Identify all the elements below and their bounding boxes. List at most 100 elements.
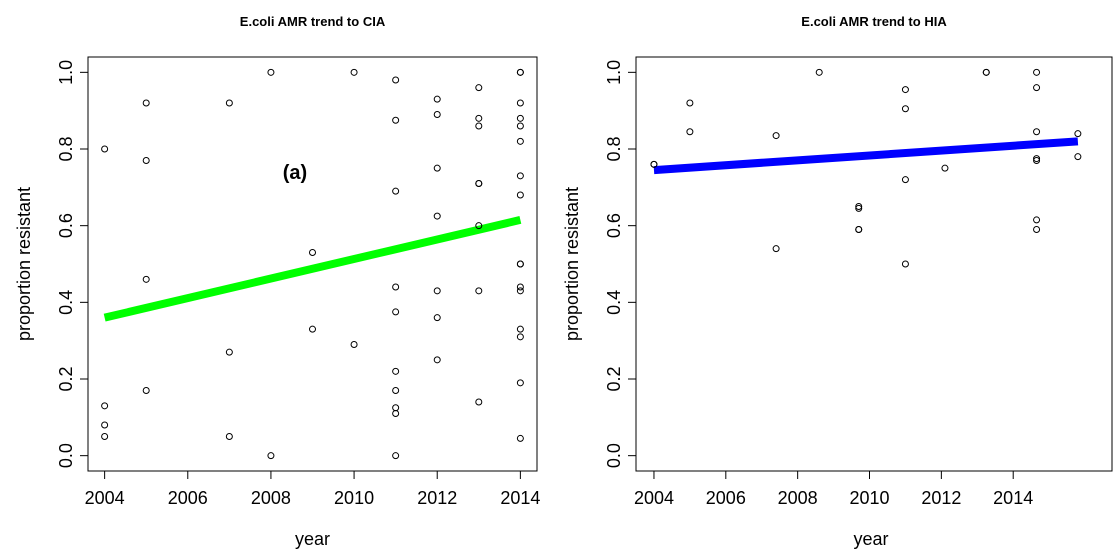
data-point bbox=[267, 452, 275, 460]
data-point bbox=[392, 187, 400, 195]
x-tick-label: 2012 bbox=[921, 488, 961, 508]
x-tick-label: 2006 bbox=[706, 488, 746, 508]
data-point bbox=[516, 68, 524, 76]
y-axis-label: proportion resistant bbox=[14, 187, 34, 341]
data-point bbox=[475, 180, 483, 187]
data-point bbox=[392, 283, 400, 291]
data-point bbox=[433, 287, 441, 295]
x-axis-label: year bbox=[295, 529, 330, 549]
data-point bbox=[1033, 226, 1041, 233]
y-tick-label: 1.0 bbox=[56, 60, 76, 85]
x-tick-label: 2004 bbox=[85, 488, 125, 508]
data-point bbox=[1033, 128, 1041, 136]
data-point bbox=[1074, 130, 1082, 138]
data-point bbox=[516, 114, 524, 122]
plot-box bbox=[635, 56, 1113, 472]
data-point bbox=[1033, 84, 1041, 92]
data-point bbox=[901, 260, 909, 268]
data-point bbox=[309, 249, 316, 256]
y-tick-label: 0.6 bbox=[604, 213, 624, 238]
y-tick-label: 0.2 bbox=[604, 366, 624, 391]
data-point bbox=[309, 325, 316, 333]
y-tick-label: 0.2 bbox=[56, 366, 76, 391]
data-point bbox=[901, 86, 909, 94]
data-point bbox=[350, 341, 358, 348]
data-point bbox=[516, 191, 524, 199]
data-point bbox=[142, 157, 150, 164]
data-point bbox=[101, 145, 109, 153]
y-tick-label: 1.0 bbox=[604, 60, 624, 85]
x-tick-label: 2010 bbox=[849, 488, 889, 508]
data-point bbox=[475, 398, 483, 406]
data-point bbox=[392, 404, 400, 412]
x-tick-label: 2014 bbox=[993, 488, 1033, 508]
y-tick-label: 0.4 bbox=[56, 290, 76, 315]
data-point bbox=[392, 76, 400, 84]
data-point bbox=[772, 132, 780, 140]
data-point bbox=[901, 176, 909, 184]
data-point bbox=[686, 99, 694, 107]
data-point bbox=[142, 275, 150, 283]
data-point bbox=[941, 164, 949, 172]
data-point bbox=[392, 116, 400, 124]
y-tick-label: 0.4 bbox=[604, 290, 624, 315]
trend-line bbox=[103, 216, 522, 322]
data-point bbox=[772, 245, 780, 253]
chart-title: E.coli AMR trend to HIA bbox=[801, 14, 947, 29]
data-point bbox=[101, 402, 109, 410]
data-point bbox=[516, 379, 524, 387]
data-point bbox=[901, 105, 909, 113]
data-point bbox=[392, 387, 400, 394]
data-point bbox=[101, 421, 109, 429]
y-tick-label: 0.8 bbox=[604, 136, 624, 161]
data-point bbox=[650, 160, 658, 168]
data-point bbox=[1033, 155, 1041, 163]
x-tick-label: 2008 bbox=[251, 488, 291, 508]
y-tick-label: 0.6 bbox=[56, 213, 76, 238]
data-point bbox=[433, 356, 441, 364]
data-point bbox=[392, 410, 400, 417]
data-point bbox=[475, 287, 483, 295]
data-point bbox=[392, 367, 400, 375]
data-point bbox=[225, 99, 233, 107]
data-point bbox=[516, 434, 524, 442]
data-point bbox=[516, 137, 524, 145]
data-point bbox=[433, 95, 441, 103]
x-tick-label: 2012 bbox=[417, 488, 457, 508]
data-point bbox=[1074, 153, 1082, 161]
x-tick-label: 2014 bbox=[500, 488, 540, 508]
data-point bbox=[142, 387, 150, 394]
x-tick-label: 2006 bbox=[168, 488, 208, 508]
data-point bbox=[475, 122, 483, 130]
data-point bbox=[1033, 216, 1041, 224]
data-point bbox=[225, 433, 233, 440]
y-tick-label: 0.8 bbox=[56, 136, 76, 161]
data-point bbox=[815, 68, 823, 76]
data-point bbox=[475, 114, 483, 122]
trend-line bbox=[653, 137, 1079, 175]
data-point bbox=[1033, 157, 1041, 164]
x-tick-label: 2010 bbox=[334, 488, 374, 508]
data-point bbox=[516, 287, 524, 295]
plot-box bbox=[87, 56, 538, 472]
data-point bbox=[516, 122, 524, 130]
data-point bbox=[516, 325, 524, 333]
data-point bbox=[855, 203, 863, 210]
annotation: (a) bbox=[283, 162, 307, 184]
data-point bbox=[433, 212, 441, 220]
x-axis-label: year bbox=[853, 529, 888, 549]
chart-title: E.coli AMR trend to CIA bbox=[240, 14, 386, 29]
data-point bbox=[516, 99, 524, 107]
data-point bbox=[267, 68, 275, 76]
data-point bbox=[516, 260, 524, 268]
data-point bbox=[225, 348, 233, 356]
data-point bbox=[1033, 68, 1041, 76]
data-point bbox=[433, 164, 441, 172]
data-point bbox=[433, 111, 441, 118]
data-point bbox=[982, 68, 990, 76]
data-point bbox=[686, 128, 694, 136]
y-tick-label: 0.0 bbox=[56, 443, 76, 468]
data-point bbox=[350, 68, 358, 76]
data-point bbox=[855, 204, 863, 212]
y-tick-label: 0.0 bbox=[604, 443, 624, 468]
